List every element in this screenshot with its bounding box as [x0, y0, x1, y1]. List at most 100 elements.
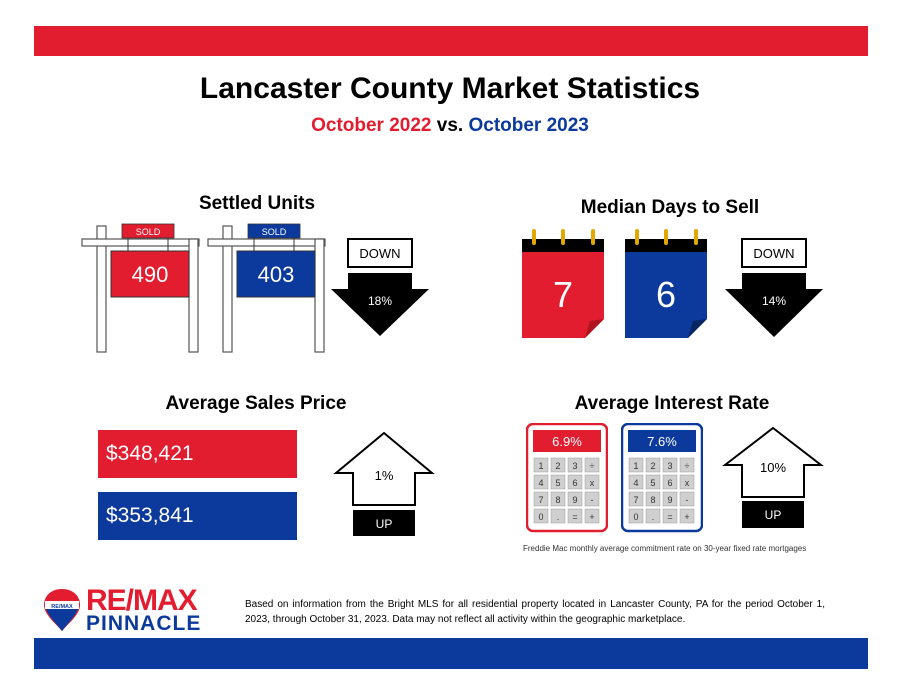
calc-key-bg — [628, 508, 644, 524]
sold-sign-2022-icon: SOLD 490 — [81, 223, 200, 353]
calc-key: 7 — [538, 495, 543, 505]
calc-key: = — [572, 512, 577, 522]
median-days-change: 14% — [762, 294, 786, 308]
median-days-2023-value: 6 — [656, 274, 676, 315]
calc-key: 4 — [538, 478, 543, 488]
settled-units-graphic: SOLD 490 SOLD 403 DOWN 18% — [81, 223, 429, 353]
settled-units-change: 18% — [368, 294, 392, 308]
interest-rate-footnote: Freddie Mac monthly average commitment r… — [523, 544, 807, 553]
calc-key: . — [652, 512, 655, 522]
calc-key-bg — [662, 474, 678, 490]
avg-rate-2022-value: 6.9% — [552, 434, 582, 449]
calc-key: 6 — [667, 478, 672, 488]
calc-key: 8 — [650, 495, 655, 505]
calc-key: ÷ — [590, 461, 595, 471]
calc-key: . — [557, 512, 560, 522]
period-2022: October 2022 — [311, 115, 432, 136]
calc-key: - — [591, 495, 594, 505]
balloon-logo-text: RE/MAX — [51, 604, 73, 610]
calc-key-bg — [550, 508, 566, 524]
calc-key: 5 — [650, 478, 655, 488]
avg-price-heading: Average Sales Price — [165, 393, 347, 414]
logo-brand: RE/MAX — [86, 584, 198, 617]
calc-key: 5 — [555, 478, 560, 488]
calc-key-bg — [645, 457, 661, 473]
avg-rate-up-arrow-icon: 10% UP — [722, 426, 824, 528]
sold-label-2: SOLD — [262, 227, 287, 237]
median-days-2022-value: 7 — [553, 274, 573, 315]
bottom-blue-bar — [34, 638, 868, 669]
calc-key-bg — [584, 457, 600, 473]
calc-key-bg — [645, 474, 661, 490]
avg-rate-change: 10% — [760, 460, 786, 475]
calc-key: x — [685, 478, 690, 488]
calc-key-bg — [533, 508, 549, 524]
calc-key: 9 — [572, 495, 577, 505]
settled-units-heading: Settled Units — [198, 193, 316, 214]
calc-key: 4 — [633, 478, 638, 488]
calc-key: 9 — [667, 495, 672, 505]
page-title: Lancaster County Market Statistics — [199, 72, 701, 105]
avg-rate-heading: Average Interest Rate — [574, 393, 770, 414]
calc-key-bg — [533, 457, 549, 473]
calc-key: - — [686, 495, 689, 505]
calc-key: + — [589, 512, 594, 522]
vs-label: vs. — [436, 115, 464, 136]
calc-key-bg — [662, 491, 678, 507]
avg-price-2022-value: $348,421 — [98, 430, 297, 478]
calc-key-bg — [533, 491, 549, 507]
sold-sign-2023-icon: SOLD 403 — [207, 223, 326, 353]
calc-key: + — [684, 512, 689, 522]
calc-key-bg — [679, 474, 695, 490]
calc-key: 0 — [633, 512, 638, 522]
calc-key-bg — [567, 457, 583, 473]
settled-units-direction: DOWN — [359, 246, 400, 261]
calc-key: 3 — [667, 461, 672, 471]
calc-key: 1 — [633, 461, 638, 471]
calculator-2022-icon: 6.9% 1 2 3 ÷ 4 5 6 x 7 8 9 - 0. = + — [526, 423, 608, 533]
calculator-2023-icon: 7.6% 1 2 3 ÷ 4 5 6 x 7 8 9 - 0. = + — [621, 423, 703, 533]
data-source-disclaimer: Based on information from the Bright MLS… — [245, 599, 825, 625]
settled-units-2023-value: 403 — [258, 262, 295, 287]
calc-key: = — [667, 512, 672, 522]
calc-key-bg — [628, 474, 644, 490]
calc-key: x — [590, 478, 595, 488]
avg-price-direction: UP — [376, 517, 393, 531]
calc-key: 0 — [538, 512, 543, 522]
avg-price-change: 1% — [375, 468, 394, 483]
calc-key: ÷ — [685, 461, 690, 471]
calendar-2023-icon: 6 — [625, 229, 707, 338]
page-subtitle: October 2022 vs. October 2023 — [0, 115, 900, 137]
calc-key-bg — [662, 457, 678, 473]
calc-key-bg — [662, 508, 678, 524]
calc-key-bg — [584, 491, 600, 507]
calc-key-bg — [567, 491, 583, 507]
logo-sub: PINNACLE — [86, 612, 202, 635]
calc-key: 2 — [555, 461, 560, 471]
balloon-logo-icon: RE/MAX — [44, 589, 80, 631]
calc-key-bg — [550, 491, 566, 507]
calc-key: 1 — [538, 461, 543, 471]
calc-key: 6 — [572, 478, 577, 488]
settled-units-down-arrow-icon: DOWN 18% — [331, 238, 429, 336]
calc-key-bg — [645, 491, 661, 507]
calc-key-bg — [567, 508, 583, 524]
calc-key-bg — [550, 457, 566, 473]
avg-rate-direction: UP — [765, 508, 782, 522]
calc-key: 8 — [555, 495, 560, 505]
calc-key-bg — [679, 457, 695, 473]
calc-key-bg — [679, 508, 695, 524]
top-red-bar — [34, 26, 868, 56]
avg-price-up-arrow-icon: 1% UP — [333, 431, 435, 536]
calc-key-bg — [584, 508, 600, 524]
period-2023: October 2023 — [468, 115, 589, 136]
calc-key: 3 — [572, 461, 577, 471]
median-days-graphic: 7 6 DOWN 14% — [522, 229, 823, 338]
calc-key-bg — [550, 474, 566, 490]
avg-price-2023-value: $353,841 — [98, 492, 297, 540]
calendar-2022-icon: 7 — [522, 229, 604, 338]
median-days-heading: Median Days to Sell — [580, 197, 760, 218]
calc-key-bg — [567, 474, 583, 490]
calc-key-bg — [533, 474, 549, 490]
calc-key-bg — [628, 491, 644, 507]
